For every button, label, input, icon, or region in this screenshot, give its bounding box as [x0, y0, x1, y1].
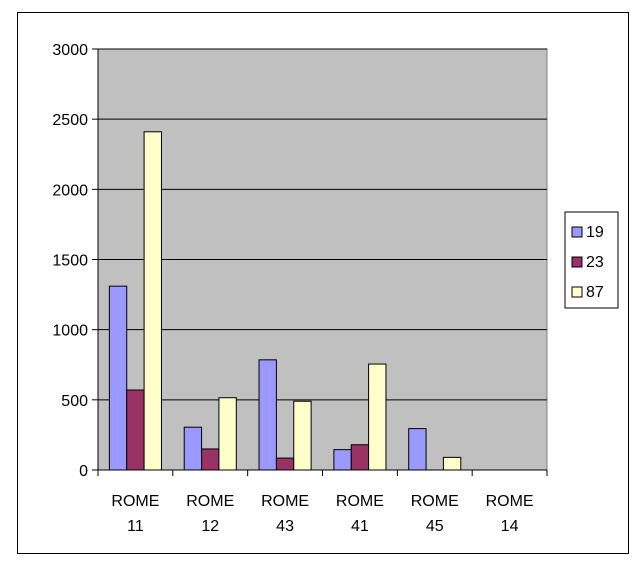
x-tick-label-line: 43: [276, 518, 294, 535]
x-axis-ticks: ROME 11 ROME 12 ROME 43 ROME 41 ROME 45 ROME 14: [111, 493, 533, 535]
y-tick-label: 0: [79, 463, 88, 480]
x-tick-label-line: ROME: [336, 493, 384, 510]
y-tick-label: 1000: [52, 323, 88, 340]
x-tick-label: ROME 14: [486, 493, 534, 535]
x-tick-label: ROME 45: [411, 493, 459, 535]
bar-19-2: [258, 359, 277, 471]
legend-label-23: 23: [586, 254, 604, 271]
axes: [92, 48, 548, 476]
legend-swatch-87: [571, 286, 583, 298]
bar-23-0: [126, 389, 145, 471]
y-tick-label: 3000: [52, 42, 88, 59]
x-tick-label-line: 12: [201, 518, 219, 535]
x-tick-label-line: ROME: [411, 493, 459, 510]
legend-label-19: 19: [586, 224, 604, 241]
x-tick-label-line: 11: [127, 518, 144, 535]
bar-87-3: [368, 363, 387, 471]
bar-19-1: [183, 426, 203, 471]
bar-87-4: [442, 456, 462, 471]
x-tick-label-line: ROME: [486, 493, 534, 510]
gridlines: [98, 48, 547, 401]
legend-swatch-19: [571, 226, 583, 238]
x-tick-label-line: 14: [501, 518, 519, 535]
bar-23-2: [275, 457, 295, 471]
legend: 19 23 87: [564, 211, 619, 309]
x-tick-label-line: 45: [426, 518, 444, 535]
bars: [108, 131, 462, 471]
x-tick-label: ROME 43: [261, 493, 309, 535]
legend-swatch-23: [571, 256, 583, 268]
bar-19-3: [333, 449, 352, 471]
y-tick-label: 2000: [52, 182, 88, 199]
x-tick-label-line: ROME: [261, 493, 309, 510]
y-tick-label: 2500: [52, 112, 88, 129]
bar-19-0: [108, 285, 128, 471]
bar-19-4: [408, 428, 427, 471]
x-tick-label: ROME 12: [186, 493, 234, 535]
y-axis-ticks: 0 500 1000 1500 2000 2500 3000: [52, 42, 88, 480]
bar-23-3: [350, 444, 370, 471]
x-tick-label-line: ROME: [186, 493, 234, 510]
x-tick-label: ROME 41: [336, 493, 384, 535]
legend-label-87: 87: [586, 284, 604, 301]
x-tick-label-line: 41: [351, 518, 369, 535]
x-tick-label: ROME 11: [111, 493, 159, 535]
x-tick-label-line: ROME: [111, 493, 159, 510]
bar-87-1: [218, 397, 237, 471]
bar-87-2: [293, 400, 312, 471]
bar-23-1: [201, 448, 220, 471]
y-tick-label: 500: [61, 393, 88, 410]
bar-87-0: [143, 131, 162, 471]
y-tick-label: 1500: [52, 253, 88, 270]
